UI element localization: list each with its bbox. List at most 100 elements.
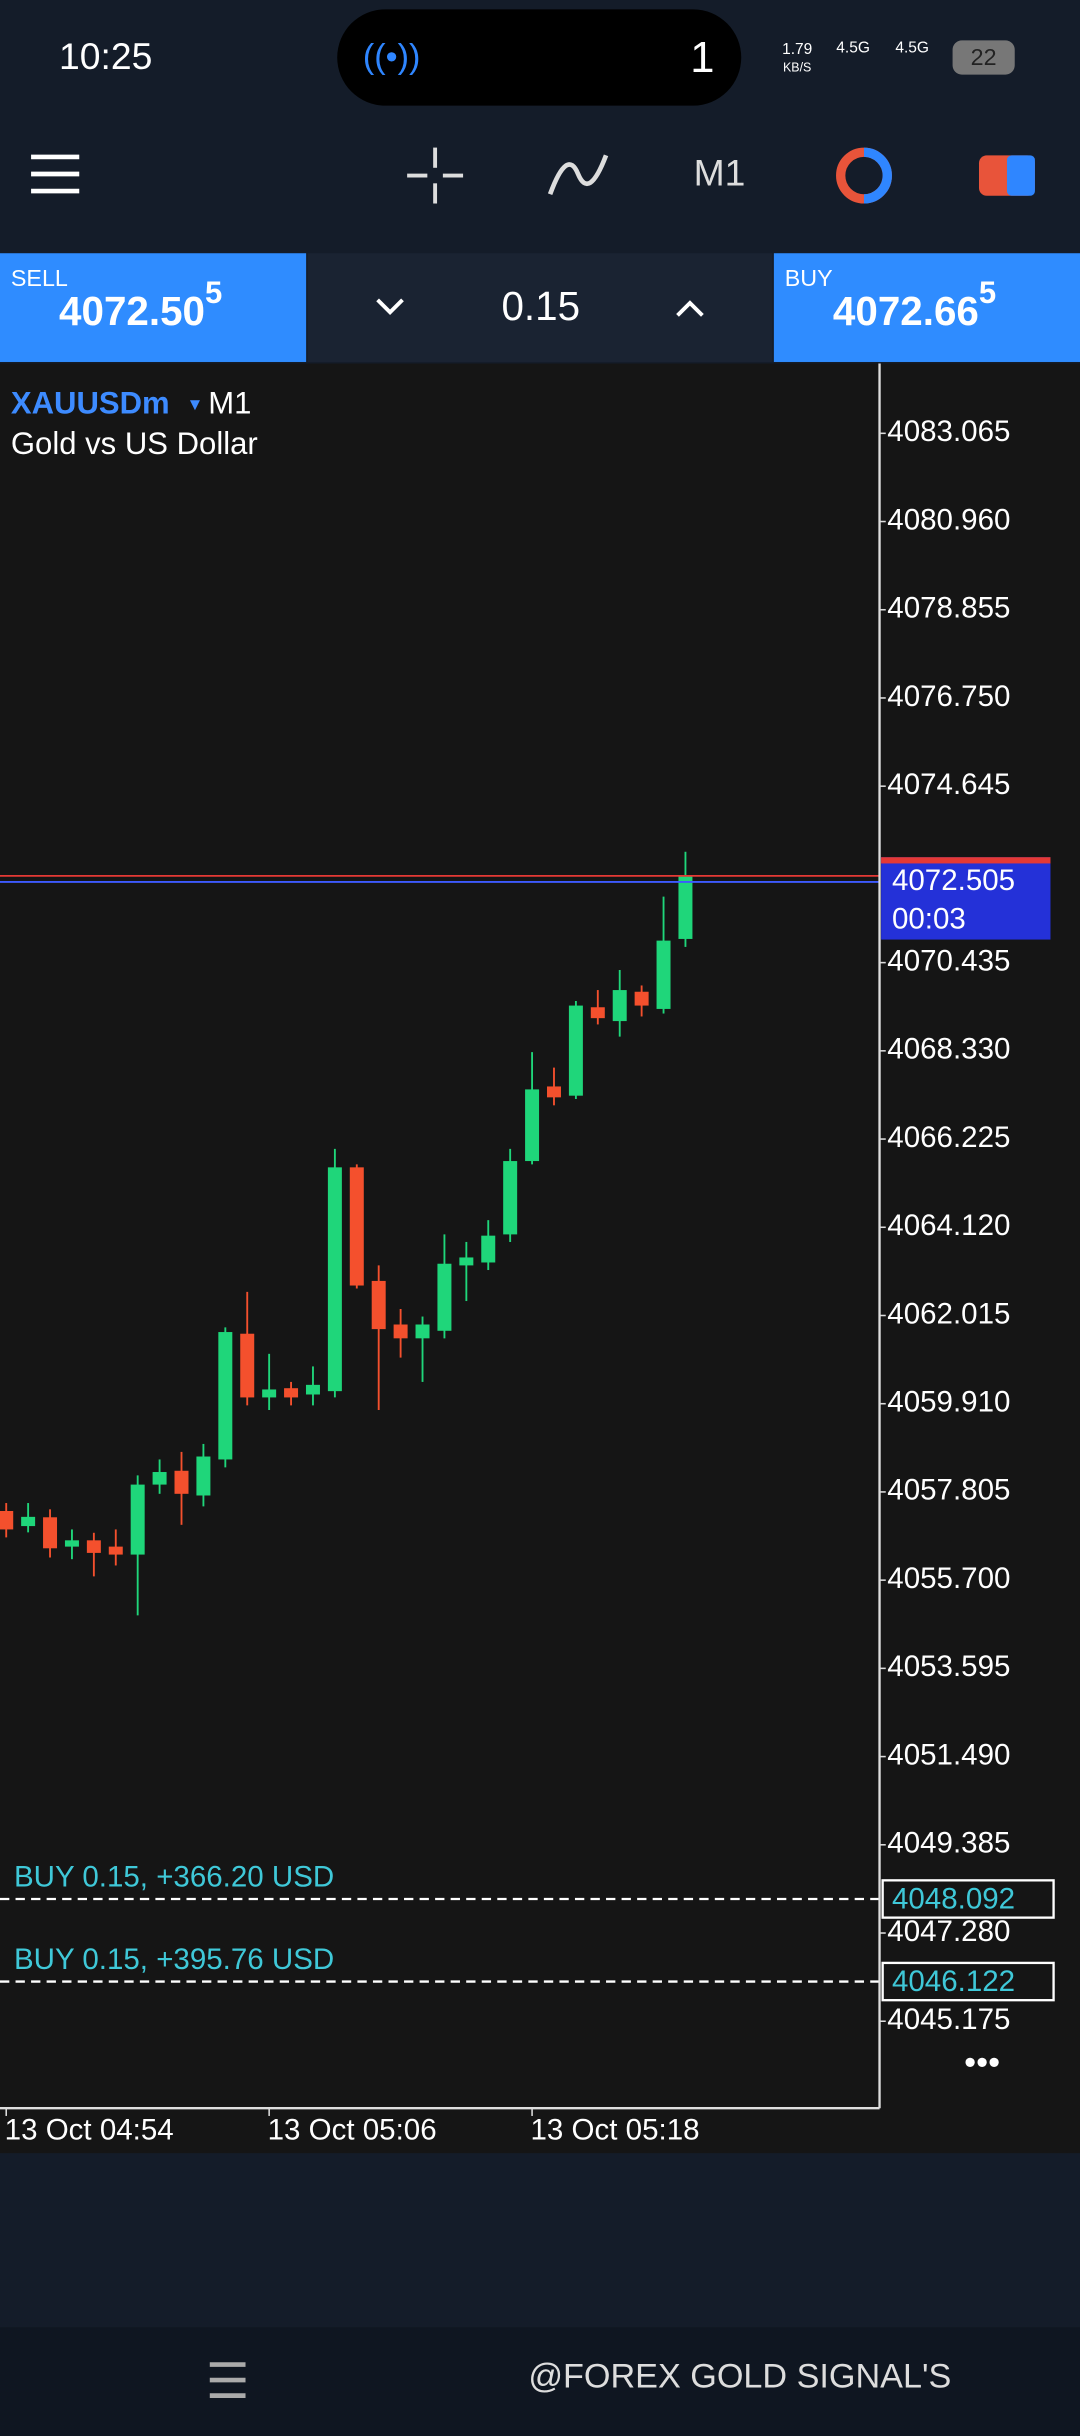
more-button[interactable]: ••• bbox=[964, 2044, 1000, 2082]
order-label: BUY 0.15, +366.20 USD bbox=[14, 1861, 334, 1894]
sell-button[interactable] bbox=[0, 253, 307, 362]
indicators-button[interactable] bbox=[547, 154, 609, 195]
candle-body bbox=[0, 1510, 14, 1530]
candle-body bbox=[262, 1389, 277, 1398]
y-tick-label: 4080.960 bbox=[887, 503, 1010, 536]
system-bar bbox=[0, 2327, 1080, 2436]
y-tick-label: 4068.330 bbox=[887, 1033, 1010, 1066]
candle-body bbox=[284, 1388, 299, 1398]
symbol[interactable]: XAUUSDm bbox=[11, 386, 170, 421]
crosshair-button[interactable] bbox=[407, 147, 464, 204]
y-tick-label: 4066.225 bbox=[887, 1121, 1010, 1154]
symbol-arrow: ▼ bbox=[186, 395, 203, 414]
signal: 4.5G bbox=[895, 39, 929, 56]
timeframe-button[interactable]: M1 bbox=[694, 151, 746, 193]
y-tick-label: 4074.645 bbox=[887, 768, 1010, 801]
candle-body bbox=[415, 1324, 430, 1339]
battery bbox=[952, 40, 1015, 75]
price-label: 4072.505 bbox=[892, 864, 1015, 897]
candle-body bbox=[568, 1005, 583, 1096]
system-menu[interactable] bbox=[209, 2362, 246, 2398]
countdown: 00:03 bbox=[892, 903, 966, 936]
sell-price-digit: 5 bbox=[205, 275, 222, 310]
dynamic-island bbox=[337, 9, 742, 106]
y-tick-label: 4053.595 bbox=[887, 1650, 1010, 1683]
candle-body bbox=[64, 1540, 79, 1547]
candle-body bbox=[108, 1546, 123, 1555]
battery-level: 22 bbox=[971, 44, 997, 70]
live-icon: ((•)) bbox=[363, 38, 420, 76]
chart-timeframe: M1 bbox=[208, 386, 251, 421]
candle-body bbox=[459, 1257, 474, 1266]
candle-body bbox=[174, 1470, 189, 1494]
buy-price-digit: 5 bbox=[979, 275, 996, 310]
candle-body bbox=[327, 1167, 342, 1392]
menu-button[interactable] bbox=[31, 154, 80, 194]
candle-body bbox=[43, 1517, 58, 1549]
candle-body bbox=[437, 1263, 452, 1331]
y-tick-label: 4049.385 bbox=[887, 1827, 1010, 1860]
net-unit: KB/S bbox=[783, 61, 811, 75]
volume[interactable]: 0.15 bbox=[501, 283, 580, 329]
chart-title: Gold vs US Dollar bbox=[11, 426, 258, 461]
x-tick-label: 13 Oct 04:54 bbox=[5, 2113, 174, 2146]
candle-body bbox=[590, 1007, 605, 1019]
island-count: 1 bbox=[690, 34, 714, 82]
buy-price: 4072.665 bbox=[833, 275, 996, 333]
candle-body bbox=[86, 1540, 101, 1553]
candle-body bbox=[634, 991, 649, 1006]
chart-type-accent bbox=[863, 147, 892, 204]
candle-body bbox=[678, 875, 693, 939]
sell-label: SELL bbox=[11, 265, 68, 291]
x-tick-label: 13 Oct 05:06 bbox=[268, 2113, 437, 2146]
y-tick-label: 4051.490 bbox=[887, 1738, 1010, 1771]
volume-up[interactable] bbox=[676, 300, 704, 317]
y-tick-label: 4045.175 bbox=[887, 2003, 1010, 2036]
candle-body bbox=[525, 1089, 540, 1162]
buy-button[interactable] bbox=[773, 253, 1080, 362]
order-label: BUY 0.15, +395.76 USD bbox=[14, 1943, 334, 1976]
y-tick-label: 4055.700 bbox=[887, 1562, 1010, 1595]
candle-body bbox=[218, 1332, 233, 1460]
buy-label: BUY bbox=[785, 265, 833, 291]
candle-body bbox=[240, 1333, 255, 1398]
volume-down[interactable] bbox=[376, 298, 404, 316]
candle-body bbox=[546, 1086, 561, 1098]
candle-body bbox=[305, 1384, 320, 1395]
y-tick-label: 4064.120 bbox=[887, 1209, 1010, 1242]
order-price: 4046.122 bbox=[892, 1965, 1015, 1998]
y-tick-label: 4083.065 bbox=[887, 415, 1010, 448]
y-tick-label: 4078.855 bbox=[887, 592, 1010, 625]
y-tick-label: 4070.435 bbox=[887, 944, 1010, 977]
candle-body bbox=[656, 940, 671, 1009]
candle-body bbox=[481, 1235, 496, 1263]
signal: 4.5G bbox=[836, 39, 870, 56]
sell-price-main: 4072.50 bbox=[59, 287, 205, 333]
order-price-box bbox=[881, 1961, 1055, 2002]
chart-area bbox=[0, 363, 1080, 2154]
candle-body bbox=[152, 1472, 167, 1485]
candle-body bbox=[349, 1167, 364, 1286]
y-tick-label: 4062.015 bbox=[887, 1297, 1010, 1330]
order-price: 4048.092 bbox=[892, 1882, 1015, 1915]
candle-body bbox=[503, 1161, 518, 1235]
order-price-box bbox=[881, 1879, 1055, 1919]
watermark: @FOREX GOLD SIGNAL'S bbox=[528, 2358, 951, 2396]
bottom-nav bbox=[0, 2153, 1080, 2328]
candle-body bbox=[196, 1456, 211, 1496]
y-tick-label: 4047.280 bbox=[887, 1915, 1010, 1948]
y-tick-label: 4057.805 bbox=[887, 1474, 1010, 1507]
candle-body bbox=[130, 1484, 145, 1555]
candle-body bbox=[371, 1280, 386, 1330]
y-tick-label: 4059.910 bbox=[887, 1386, 1010, 1419]
candle-body bbox=[612, 990, 627, 1022]
clock: 10:25 bbox=[59, 35, 152, 77]
y-tick-label: 4076.750 bbox=[887, 680, 1010, 713]
trade-button-accent bbox=[1006, 155, 1035, 196]
candle-body bbox=[21, 1516, 36, 1527]
buy-price-main: 4072.66 bbox=[833, 287, 979, 333]
x-tick-label: 13 Oct 05:18 bbox=[531, 2113, 700, 2146]
price-label-top bbox=[881, 857, 1051, 864]
candle-body bbox=[393, 1324, 408, 1339]
